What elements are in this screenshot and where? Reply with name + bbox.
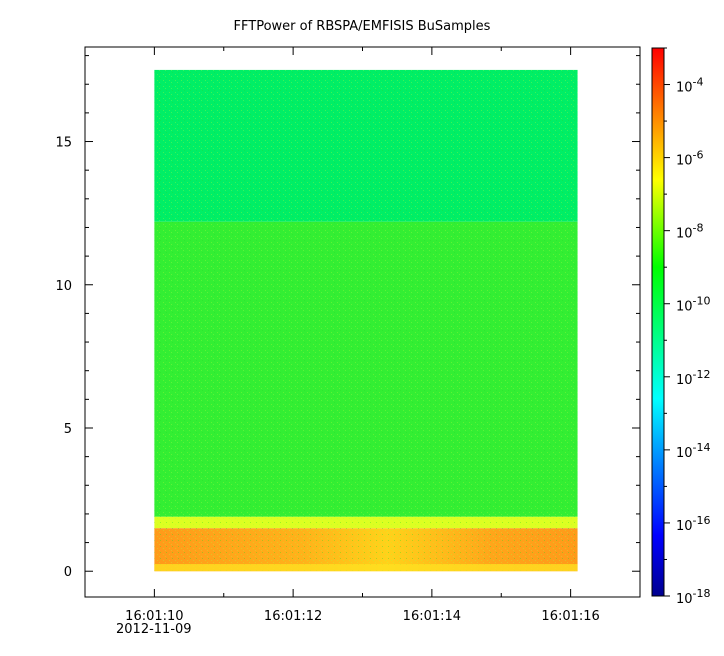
heatmap-texture (154, 69, 578, 572)
colorbar-tick-label: 10-4 (676, 76, 704, 96)
x-tick-label: 16:01:12 (264, 609, 322, 624)
heatmap-bands (154, 69, 578, 572)
colorbar-tick-label: 10-8 (676, 222, 704, 242)
y-tick-label: 0 (64, 565, 72, 580)
colorbar-tick-label: 10-6 (676, 149, 704, 169)
chart-title: FFTPower of RBSPA/EMFISIS BuSamples (234, 19, 491, 34)
y-tick-label: 10 (55, 279, 72, 294)
colorbar-axis: 10-4 10-6 10-8 10-10 10-12 10-14 10-16 10-18 (664, 47, 711, 607)
colorbar-tick-label: 10-14 (676, 441, 711, 461)
colorbar-tick-label: 10-10 (676, 295, 711, 315)
y-axis: 0 5 10 15 (55, 55, 640, 580)
colorbar-tick-label: 10-16 (676, 514, 711, 534)
colorbar (651, 47, 665, 597)
colorbar-tick-label: 10-18 (676, 587, 711, 607)
heatmap-edge (154, 564, 578, 572)
x-tick-label: 16:01:10 (125, 609, 183, 624)
x-tick-label: 16:01:16 (541, 609, 599, 624)
x-axis: 16:01:10 16:01:12 16:01:14 16:01:16 (84, 47, 641, 624)
colorbar-tick-label: 10-12 (676, 368, 711, 388)
y-tick-label: 15 (55, 136, 72, 151)
y-tick-label: 5 (64, 422, 72, 437)
x-tick-label: 16:01:14 (403, 609, 461, 624)
x-date-label: 2012-11-09 (116, 622, 192, 637)
